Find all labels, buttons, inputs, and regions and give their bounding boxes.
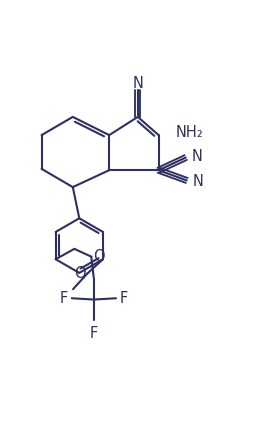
Text: F: F — [90, 326, 98, 341]
Text: N: N — [192, 174, 203, 189]
Text: N: N — [191, 149, 202, 164]
Text: O: O — [74, 266, 85, 281]
Text: NH₂: NH₂ — [176, 125, 203, 140]
Text: N: N — [132, 76, 143, 91]
Text: F: F — [60, 291, 68, 306]
Text: O: O — [93, 249, 105, 264]
Text: F: F — [120, 291, 128, 306]
